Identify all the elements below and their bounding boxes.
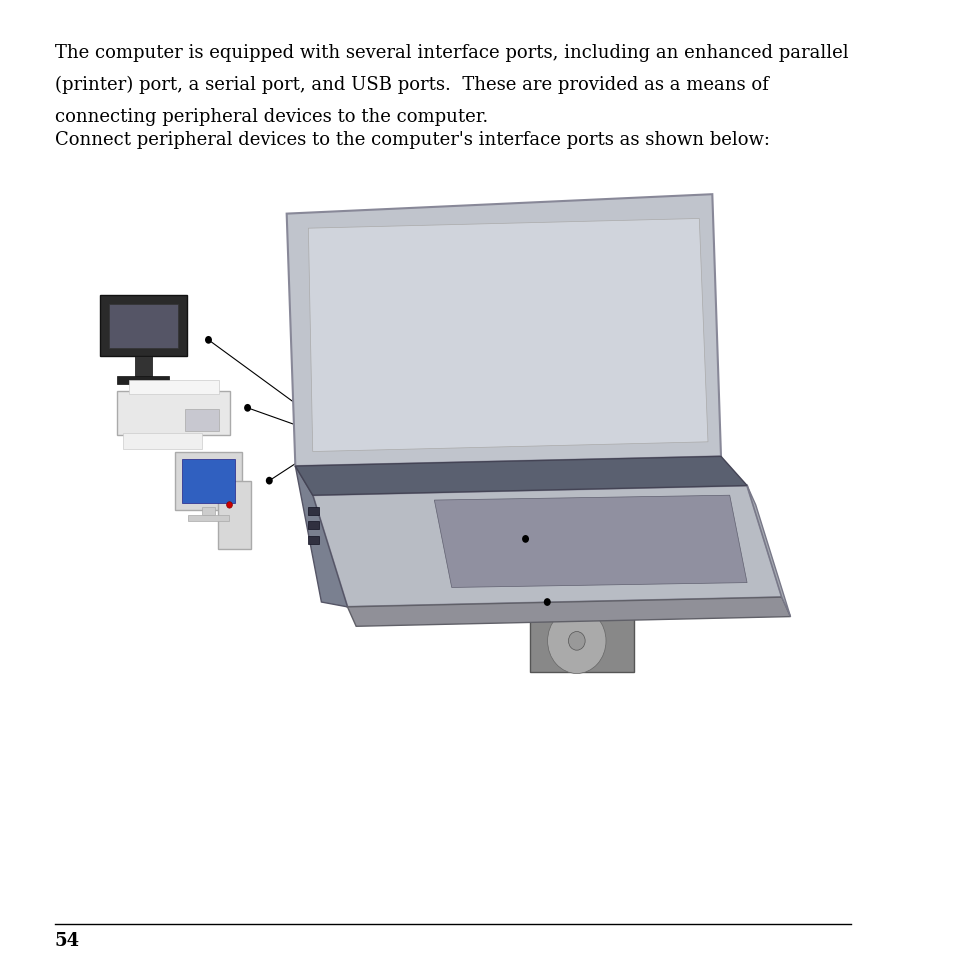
Bar bbox=[553, 559, 564, 570]
Bar bbox=[308, 536, 319, 544]
Bar bbox=[175, 452, 242, 510]
Bar bbox=[509, 529, 520, 540]
Circle shape bbox=[548, 608, 606, 674]
Bar bbox=[553, 545, 564, 555]
Polygon shape bbox=[308, 218, 708, 452]
Polygon shape bbox=[747, 486, 791, 617]
Bar bbox=[640, 545, 652, 555]
Bar bbox=[109, 304, 178, 348]
Circle shape bbox=[244, 404, 251, 412]
Bar bbox=[640, 559, 652, 570]
Polygon shape bbox=[296, 466, 348, 607]
Bar bbox=[218, 481, 251, 549]
Bar bbox=[670, 559, 681, 570]
Bar bbox=[524, 559, 534, 570]
Bar bbox=[626, 559, 637, 570]
Bar bbox=[308, 507, 319, 515]
Text: 54: 54 bbox=[55, 931, 80, 950]
Bar bbox=[524, 545, 534, 555]
Bar bbox=[189, 515, 228, 521]
Polygon shape bbox=[348, 597, 791, 626]
Bar bbox=[612, 529, 622, 540]
Bar bbox=[553, 529, 564, 540]
Bar bbox=[538, 529, 550, 540]
Bar bbox=[612, 559, 622, 570]
Bar bbox=[135, 356, 152, 378]
Bar bbox=[567, 559, 579, 570]
Bar bbox=[202, 507, 215, 515]
Bar bbox=[655, 529, 666, 540]
Bar bbox=[597, 529, 608, 540]
Bar bbox=[597, 559, 608, 570]
Text: Connect peripheral devices to the computer's interface ports as shown below:: Connect peripheral devices to the comput… bbox=[55, 131, 769, 150]
Bar bbox=[123, 433, 202, 449]
Bar bbox=[655, 559, 666, 570]
Bar bbox=[583, 545, 593, 555]
Circle shape bbox=[568, 631, 586, 651]
Bar bbox=[524, 529, 534, 540]
Circle shape bbox=[522, 535, 529, 543]
Bar bbox=[583, 529, 593, 540]
Polygon shape bbox=[313, 486, 782, 607]
Text: The computer is equipped with several interface ports, including an enhanced par: The computer is equipped with several in… bbox=[55, 44, 848, 62]
Text: (printer) port, a serial port, and USB ports.  These are provided as a means of: (printer) port, a serial port, and USB p… bbox=[55, 76, 768, 94]
Bar bbox=[583, 559, 593, 570]
Polygon shape bbox=[434, 495, 747, 587]
Circle shape bbox=[266, 477, 273, 485]
Bar bbox=[538, 545, 550, 555]
Bar bbox=[530, 610, 635, 672]
Bar bbox=[117, 390, 230, 435]
Circle shape bbox=[544, 598, 551, 606]
Bar bbox=[626, 529, 637, 540]
Bar bbox=[538, 559, 550, 570]
Bar bbox=[670, 529, 681, 540]
Bar bbox=[509, 545, 520, 555]
Bar bbox=[100, 295, 187, 356]
Bar bbox=[504, 522, 687, 575]
Bar bbox=[567, 529, 579, 540]
Bar bbox=[117, 376, 169, 385]
Bar bbox=[509, 559, 520, 570]
Bar bbox=[640, 529, 652, 540]
Polygon shape bbox=[287, 194, 721, 466]
Bar bbox=[185, 409, 219, 431]
Bar bbox=[655, 545, 666, 555]
Circle shape bbox=[226, 502, 232, 508]
Bar bbox=[308, 521, 319, 529]
Bar bbox=[597, 545, 608, 555]
Bar bbox=[567, 545, 579, 555]
Circle shape bbox=[205, 336, 212, 344]
Text: connecting peripheral devices to the computer.: connecting peripheral devices to the com… bbox=[55, 108, 488, 126]
Polygon shape bbox=[296, 456, 747, 495]
Bar bbox=[129, 380, 219, 394]
Bar bbox=[612, 545, 622, 555]
Bar bbox=[670, 545, 681, 555]
Bar bbox=[182, 459, 235, 503]
Bar bbox=[626, 545, 637, 555]
